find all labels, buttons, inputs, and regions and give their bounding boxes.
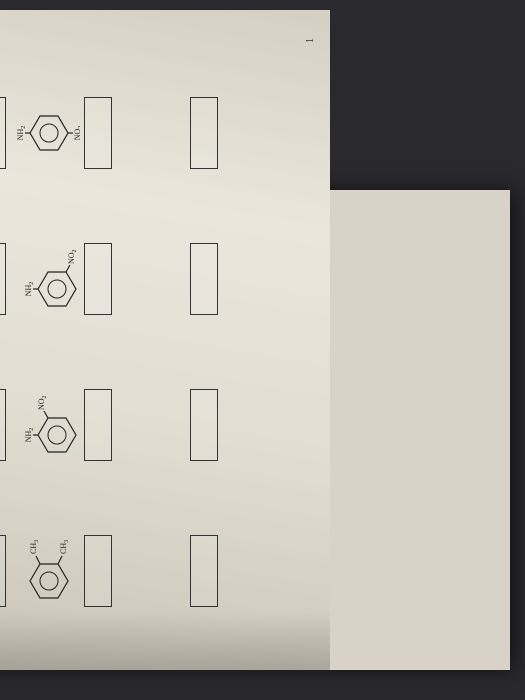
- photo-frame: 3. For each of the aromatic compounds be…: [0, 190, 510, 670]
- label-no2: NO2: [37, 395, 48, 410]
- worksheet-paper: 3. For each of the aromatic compounds be…: [0, 10, 330, 670]
- label-no2: NO2: [67, 249, 78, 264]
- answer-box[interactable]: [190, 535, 218, 607]
- cell-bromobenzene: Br: [0, 366, 6, 484]
- answer-box[interactable]: [84, 97, 112, 169]
- content-area: 3. For each of the aromatic compounds be…: [0, 10, 238, 670]
- row-1: Br CH3: [0, 50, 6, 630]
- cell-blank-4: [130, 74, 218, 192]
- answer-box[interactable]: [0, 535, 6, 607]
- answer-box[interactable]: [84, 535, 112, 607]
- answer-box[interactable]: [190, 97, 218, 169]
- structure-o-nitroaniline: NH2 NO2: [24, 392, 80, 458]
- answer-box[interactable]: [0, 243, 6, 315]
- label-no2: NO2: [73, 126, 80, 141]
- structure-p-nitroaniline: NH2 NO2: [24, 110, 80, 156]
- answer-box[interactable]: [190, 243, 218, 315]
- cell-m-nitroaniline: NH2 NO2: [24, 220, 112, 338]
- structure-o-xylene: CH3 CH3: [24, 538, 80, 604]
- cell-toluene: CH3: [0, 220, 6, 338]
- cell-o-xylene: CH3 CH3: [24, 512, 112, 630]
- cell-blank-2: [130, 366, 218, 484]
- compound-grid: Br CH3: [0, 50, 218, 630]
- answer-box[interactable]: [190, 389, 218, 461]
- cell-blank-3: [130, 220, 218, 338]
- answer-box[interactable]: [84, 389, 112, 461]
- cell-benzene: [0, 512, 6, 630]
- cell-isopropylbenzene: [0, 74, 6, 192]
- label-ch3-b: CH3: [59, 540, 70, 554]
- label-ch3-a: CH3: [29, 540, 40, 554]
- row-2: CH3 CH3 NH2: [24, 50, 112, 630]
- cell-p-nitroaniline: NH2 NO2: [24, 74, 112, 192]
- answer-box[interactable]: [84, 243, 112, 315]
- answer-box[interactable]: [0, 97, 6, 169]
- answer-box[interactable]: [0, 389, 6, 461]
- cell-blank-1: [130, 512, 218, 630]
- cell-o-nitroaniline: NH2 NO2: [24, 366, 112, 484]
- page-number: 1: [305, 38, 316, 43]
- structure-m-nitroaniline: NH2 NO2: [24, 246, 80, 312]
- row-3: [130, 50, 218, 630]
